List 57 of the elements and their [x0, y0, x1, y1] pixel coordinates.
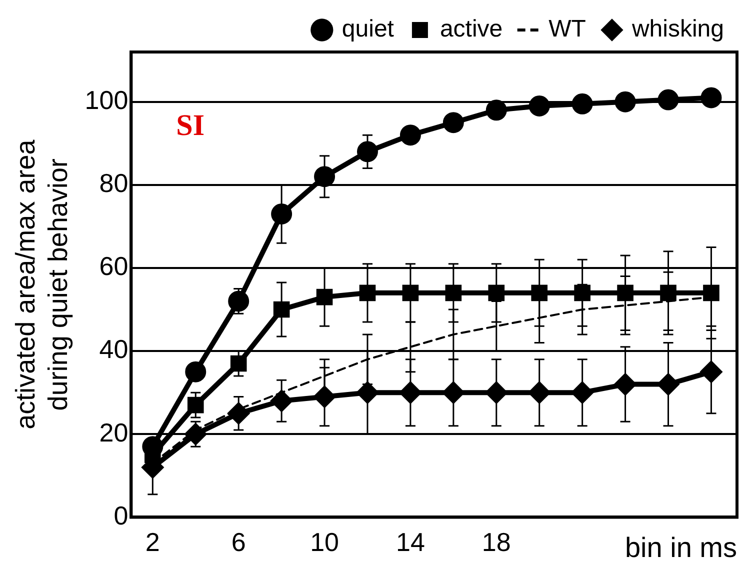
point	[230, 355, 247, 372]
y-tick-label: 0	[114, 500, 128, 530]
legend-label: WT	[548, 16, 586, 43]
point	[700, 87, 722, 108]
x-axis-title: bin in ms	[624, 532, 737, 563]
x-tick-label: 2	[145, 526, 160, 557]
point	[614, 374, 636, 395]
point	[528, 382, 550, 404]
point	[400, 382, 421, 404]
point	[185, 361, 206, 382]
point	[187, 396, 204, 414]
point	[658, 89, 679, 110]
point	[658, 374, 679, 395]
legend-label: active	[440, 16, 503, 43]
point	[486, 100, 507, 121]
x-tick-label: 18	[482, 526, 511, 557]
point	[400, 124, 421, 146]
point	[314, 166, 336, 188]
point	[486, 382, 507, 404]
y-tick-label: 20	[99, 417, 128, 448]
point	[271, 203, 292, 224]
point	[445, 284, 462, 302]
point	[574, 284, 590, 302]
point	[442, 382, 464, 404]
point	[660, 284, 676, 302]
point	[185, 424, 206, 445]
y-tick-label: 80	[99, 168, 128, 198]
point	[700, 361, 722, 382]
point	[359, 284, 376, 302]
point	[314, 386, 336, 408]
y-tick-label: 40	[99, 334, 128, 364]
point	[356, 141, 378, 162]
point	[528, 95, 550, 116]
point	[617, 284, 634, 302]
point	[572, 382, 593, 404]
point	[228, 402, 250, 424]
point	[614, 91, 636, 112]
annotation: SI	[176, 108, 205, 142]
point	[402, 284, 419, 302]
y-tick-label: 100	[84, 85, 128, 116]
x-tick-label: 14	[396, 526, 425, 557]
point	[442, 112, 464, 134]
y-tick-label: 60	[99, 251, 128, 282]
x-tick-label: 6	[231, 526, 246, 557]
point	[228, 290, 250, 312]
point	[271, 390, 292, 412]
legend-label: quiet	[342, 16, 394, 43]
point	[531, 284, 548, 302]
point	[703, 284, 720, 302]
x-tick-label: 10	[310, 526, 339, 557]
point	[488, 284, 505, 302]
point	[356, 382, 378, 404]
point	[273, 301, 290, 318]
legend-label: whisking	[630, 16, 724, 43]
point	[316, 288, 333, 306]
y-axis-title: activated area/max area during quiet behavior	[10, 138, 74, 430]
point	[572, 93, 593, 114]
